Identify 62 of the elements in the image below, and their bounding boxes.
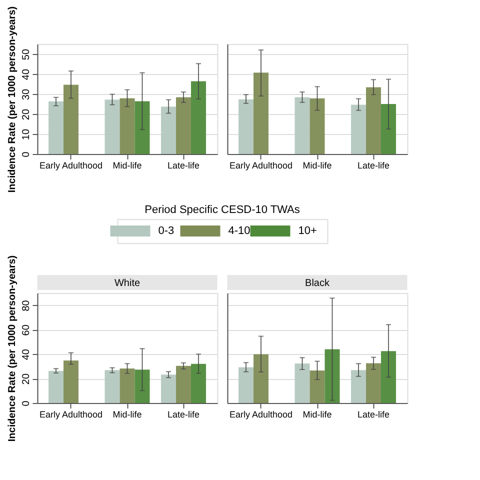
y-tick-label: 20 xyxy=(20,373,32,385)
bar xyxy=(64,360,78,403)
y-axis-title: Incidence Rate (per 1000 person-years) xyxy=(6,255,18,442)
legend-label: 4-10 xyxy=(228,225,250,237)
bar xyxy=(120,368,135,403)
y-tick-label: 40 xyxy=(20,348,32,360)
y-tick-label: 30 xyxy=(20,88,32,100)
y-tick-label: 10 xyxy=(20,128,32,140)
bar xyxy=(104,370,120,403)
bar xyxy=(351,370,366,403)
y-tick-label: 0 xyxy=(20,400,32,406)
bar xyxy=(366,363,381,403)
bar xyxy=(310,98,325,154)
y-tick-label: 40 xyxy=(20,68,32,80)
legend-title: Period Specific CESD-10 TWAs xyxy=(144,204,300,216)
bar xyxy=(381,104,396,154)
bar xyxy=(48,101,64,154)
bar xyxy=(351,104,366,154)
bar xyxy=(161,106,176,154)
x-tick-label: Late-life xyxy=(167,160,200,170)
bar xyxy=(134,370,150,403)
bar xyxy=(294,364,310,403)
x-tick-label: Late-life xyxy=(357,160,390,170)
bar xyxy=(64,84,78,154)
bar xyxy=(48,370,64,403)
bar xyxy=(176,97,191,154)
bar xyxy=(381,351,396,403)
bar xyxy=(324,349,340,403)
x-tick-label: Mid-life xyxy=(302,410,332,420)
bar xyxy=(134,101,150,154)
chart-title: White xyxy=(114,278,140,289)
bar xyxy=(366,87,381,154)
bar xyxy=(310,370,325,403)
bar xyxy=(238,367,254,403)
y-axis-title: Incidence Rate (per 1000 person-years) xyxy=(6,6,18,193)
chart-title: Black xyxy=(305,278,330,289)
x-tick-label: Early Adulthood xyxy=(229,160,293,170)
y-tick-label: 50 xyxy=(20,48,32,60)
x-tick-label: Late-life xyxy=(167,410,200,420)
bar xyxy=(191,364,206,403)
bar xyxy=(104,100,120,154)
y-tick-label: 20 xyxy=(20,108,32,120)
bar xyxy=(161,374,176,403)
bar xyxy=(120,98,135,154)
x-tick-label: Early Adulthood xyxy=(229,410,293,420)
bar xyxy=(176,366,191,403)
y-tick-label: 0 xyxy=(20,151,32,158)
bar xyxy=(238,99,254,154)
legend-label: 10+ xyxy=(298,225,317,237)
x-tick-label: Early Adulthood xyxy=(39,410,103,420)
legend-label: 0-3 xyxy=(158,225,174,237)
x-tick-label: Early Adulthood xyxy=(39,160,103,170)
bar xyxy=(254,72,268,154)
y-tick-label: 60 xyxy=(20,324,32,336)
x-tick-label: Mid-life xyxy=(112,410,142,420)
bar xyxy=(294,97,310,154)
bar xyxy=(191,81,206,154)
x-tick-label: Late-life xyxy=(357,410,390,420)
x-tick-label: Mid-life xyxy=(302,160,332,170)
y-tick-label: 80 xyxy=(20,300,32,312)
x-tick-label: Mid-life xyxy=(112,160,142,170)
bar xyxy=(254,354,268,403)
